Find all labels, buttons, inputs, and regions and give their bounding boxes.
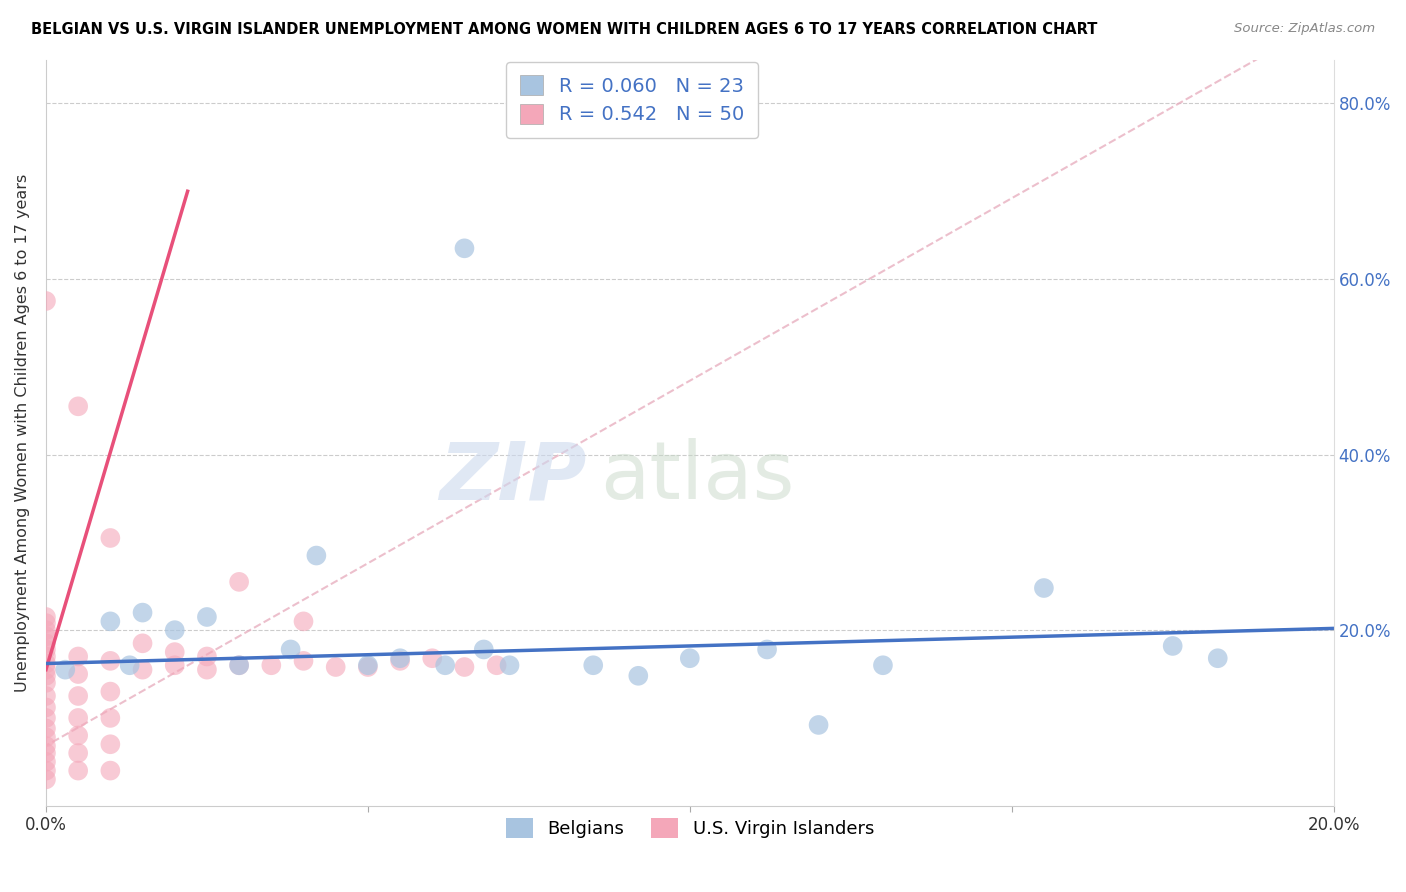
Point bbox=[35, 293, 58, 308]
Text: atlas: atlas bbox=[600, 438, 794, 516]
Point bbox=[53, 663, 76, 677]
Point bbox=[357, 658, 380, 673]
Point bbox=[98, 711, 121, 725]
Point bbox=[35, 663, 58, 677]
Text: ZIP: ZIP bbox=[440, 438, 586, 516]
Point bbox=[35, 629, 58, 643]
Point bbox=[627, 669, 650, 683]
Point bbox=[325, 660, 347, 674]
Point bbox=[453, 241, 475, 255]
Point bbox=[679, 651, 702, 665]
Point bbox=[35, 616, 58, 631]
Point bbox=[1206, 651, 1229, 665]
Point bbox=[292, 615, 315, 629]
Point bbox=[872, 658, 894, 673]
Point bbox=[1161, 639, 1184, 653]
Point bbox=[163, 623, 186, 637]
Point bbox=[280, 642, 302, 657]
Point bbox=[98, 615, 121, 629]
Point bbox=[453, 660, 475, 674]
Point bbox=[98, 684, 121, 698]
Point bbox=[35, 623, 58, 637]
Point bbox=[195, 610, 218, 624]
Point bbox=[420, 651, 443, 665]
Point bbox=[163, 658, 186, 673]
Point bbox=[131, 636, 153, 650]
Point bbox=[498, 658, 520, 673]
Point bbox=[357, 660, 380, 674]
Point bbox=[807, 718, 830, 732]
Point bbox=[67, 400, 90, 414]
Text: BELGIAN VS U.S. VIRGIN ISLANDER UNEMPLOYMENT AMONG WOMEN WITH CHILDREN AGES 6 TO: BELGIAN VS U.S. VIRGIN ISLANDER UNEMPLOY… bbox=[31, 22, 1097, 37]
Point bbox=[582, 658, 605, 673]
Point bbox=[1032, 581, 1054, 595]
Point bbox=[131, 663, 153, 677]
Point bbox=[260, 658, 283, 673]
Point bbox=[131, 606, 153, 620]
Point bbox=[292, 654, 315, 668]
Point bbox=[98, 654, 121, 668]
Point bbox=[35, 642, 58, 657]
Point bbox=[389, 651, 412, 665]
Point bbox=[195, 663, 218, 677]
Point bbox=[35, 657, 58, 671]
Point bbox=[118, 658, 141, 673]
Point bbox=[67, 667, 90, 681]
Point bbox=[35, 755, 58, 769]
Point bbox=[228, 658, 250, 673]
Point bbox=[228, 574, 250, 589]
Point bbox=[67, 649, 90, 664]
Point bbox=[35, 675, 58, 690]
Point bbox=[434, 658, 457, 673]
Point bbox=[35, 649, 58, 664]
Y-axis label: Unemployment Among Women with Children Ages 6 to 17 years: Unemployment Among Women with Children A… bbox=[15, 174, 30, 692]
Point bbox=[35, 722, 58, 736]
Point bbox=[67, 729, 90, 743]
Point bbox=[98, 764, 121, 778]
Point bbox=[389, 654, 412, 668]
Point bbox=[35, 772, 58, 787]
Point bbox=[35, 636, 58, 650]
Point bbox=[756, 642, 779, 657]
Point bbox=[195, 649, 218, 664]
Point bbox=[35, 764, 58, 778]
Point bbox=[35, 689, 58, 703]
Point bbox=[485, 658, 508, 673]
Point bbox=[35, 746, 58, 760]
Point bbox=[163, 645, 186, 659]
Text: Source: ZipAtlas.com: Source: ZipAtlas.com bbox=[1234, 22, 1375, 36]
Point bbox=[35, 669, 58, 683]
Point bbox=[98, 531, 121, 545]
Point bbox=[67, 746, 90, 760]
Point bbox=[472, 642, 495, 657]
Point bbox=[98, 737, 121, 751]
Point bbox=[35, 739, 58, 753]
Point bbox=[67, 689, 90, 703]
Point bbox=[35, 700, 58, 714]
Point bbox=[35, 610, 58, 624]
Point bbox=[67, 764, 90, 778]
Point bbox=[35, 730, 58, 744]
Legend: Belgians, U.S. Virgin Islanders: Belgians, U.S. Virgin Islanders bbox=[498, 811, 882, 846]
Point bbox=[305, 549, 328, 563]
Point bbox=[67, 711, 90, 725]
Point bbox=[228, 658, 250, 673]
Point bbox=[35, 711, 58, 725]
